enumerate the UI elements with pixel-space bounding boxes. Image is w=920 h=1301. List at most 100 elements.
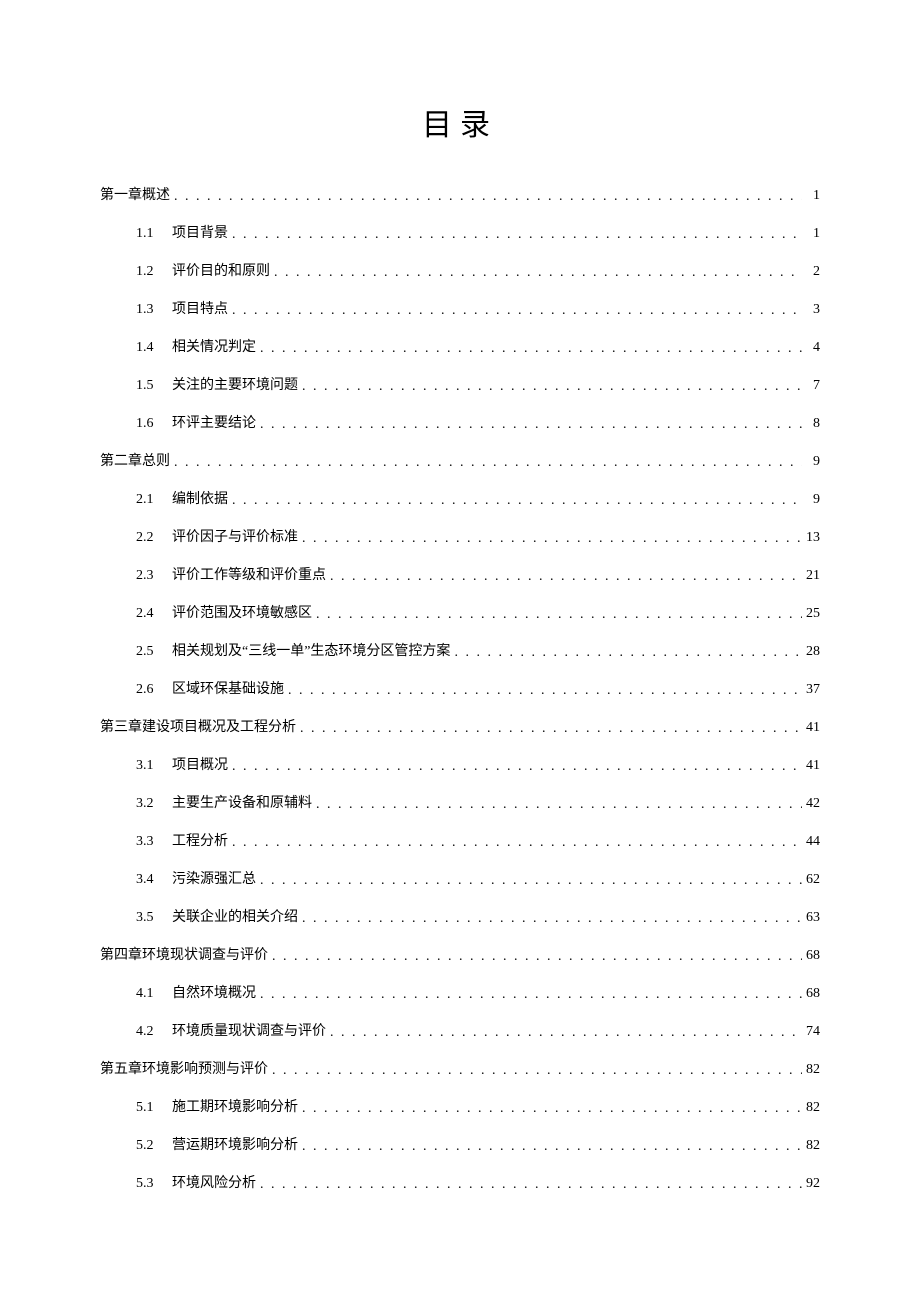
toc-page-number: 9 — [802, 492, 820, 508]
toc-section-entry: 5.2营运期环境影响分析82 — [100, 1134, 820, 1154]
toc-section-text: 相关情况判定 — [172, 336, 256, 356]
toc-section-entry: 2.2 评价因子与评价标准 13 — [100, 526, 820, 546]
toc-page-number: 2 — [802, 264, 820, 280]
toc-section-entry: 1.4 相关情况判定 4 — [100, 336, 820, 356]
toc-chapter-label: 第四章环境现状调查与评价 — [100, 944, 268, 964]
toc-leader-dots — [228, 759, 802, 775]
toc-section-text: 关联企业的相关介绍 — [172, 906, 298, 926]
toc-section-number: 1.4 — [136, 340, 158, 356]
toc-leader-dots — [298, 1101, 802, 1117]
toc-section-text: 编制依据 — [172, 488, 228, 508]
toc-chapter-label: 第一章概述 — [100, 184, 170, 204]
toc-leader-dots — [256, 341, 802, 357]
toc-section-text: 评价工作等级和评价重点 — [172, 564, 326, 584]
toc-section-entry: 2.1 编制依据 9 — [100, 488, 820, 508]
toc-section-number: 4.1 — [136, 986, 158, 1002]
toc-section-number: 5.3 — [136, 1176, 158, 1192]
toc-section-number: 2.1 — [136, 492, 158, 508]
toc-page-number: 92 — [802, 1176, 820, 1192]
toc-section-text: 区域环保基础设施 — [172, 678, 284, 698]
toc-leader-dots — [228, 493, 802, 509]
toc-section-text: 环境质量现状调查与评价 — [172, 1020, 326, 1040]
toc-section-entry: 3.5关联企业的相关介绍63 — [100, 906, 820, 926]
toc-leader-dots — [170, 455, 802, 471]
toc-leader-dots — [228, 835, 802, 851]
toc-leader-dots — [256, 873, 802, 889]
toc-section-text: 主要生产设备和原辅料 — [172, 792, 312, 812]
toc-section-entry: 2.3 评价工作等级和评价重点 21 — [100, 564, 820, 584]
toc-page-number: 13 — [802, 530, 820, 546]
toc-section-number: 5.2 — [136, 1138, 158, 1154]
toc-section-entry: 1.3项目特点3 — [100, 298, 820, 318]
toc-section-entry: 1.2评价目的和原则2 — [100, 260, 820, 280]
toc-section-number: 2.2 — [136, 530, 158, 546]
toc-leader-dots — [256, 1177, 802, 1193]
toc-page-number: 68 — [802, 986, 820, 1002]
toc-section-text: 项目概况 — [172, 754, 228, 774]
toc-section-number: 1.3 — [136, 302, 158, 318]
toc-page-number: 4 — [802, 340, 820, 356]
toc-section-entry: 5.3 环境风险分析 92 — [100, 1172, 820, 1192]
toc-chapter-entry: 第三章建设项目概况及工程分析41 — [100, 716, 820, 736]
toc-section-number: 3.3 — [136, 834, 158, 850]
toc-leader-dots — [312, 607, 802, 623]
toc-section-entry: 2.4 评价范围及环境敏感区 25 — [100, 602, 820, 622]
toc-section-text: 项目特点 — [172, 298, 228, 318]
toc-leader-dots — [298, 531, 802, 547]
toc-section-entry: 3.4污染源强汇总62 — [100, 868, 820, 888]
toc-section-text: 工程分析 — [172, 830, 228, 850]
toc-section-text: 项目背景 — [172, 222, 228, 242]
toc-section-number: 4.2 — [136, 1024, 158, 1040]
toc-page-number: 1 — [802, 226, 820, 242]
toc-leader-dots — [298, 379, 802, 395]
toc-section-number: 1.2 — [136, 264, 158, 280]
toc-page-number: 42 — [802, 796, 820, 812]
toc-section-text: 自然环境概况 — [172, 982, 256, 1002]
toc-page-number: 41 — [802, 758, 820, 774]
toc-leader-dots — [326, 569, 802, 585]
toc-section-number: 2.6 — [136, 682, 158, 698]
toc-section-text: 环境风险分析 — [172, 1172, 256, 1192]
toc-title: 目录 — [100, 100, 820, 144]
toc-section-text: 环评主要结论 — [172, 412, 256, 432]
toc-leader-dots — [170, 189, 802, 205]
toc-section-text: 关注的主要环境问题 — [172, 374, 298, 394]
toc-page-number: 62 — [802, 872, 820, 888]
toc-section-number: 1.1 — [136, 226, 158, 242]
toc-page-number: 68 — [802, 948, 820, 964]
toc-section-number: 3.2 — [136, 796, 158, 812]
toc-section-entry: 1.5关注的主要环境问题7 — [100, 374, 820, 394]
toc-page-number: 41 — [802, 720, 820, 736]
toc-leader-dots — [298, 911, 802, 927]
toc-leader-dots — [268, 949, 802, 965]
toc-page-number: 74 — [802, 1024, 820, 1040]
toc-section-entry: 3.1 项目概况 41 — [100, 754, 820, 774]
toc-section-number: 2.3 — [136, 568, 158, 584]
toc-leader-dots — [270, 265, 802, 281]
toc-section-entry: 3.2 主要生产设备和原辅料 42 — [100, 792, 820, 812]
toc-leader-dots — [256, 987, 802, 1003]
toc-page-number: 25 — [802, 606, 820, 622]
toc-section-number: 2.4 — [136, 606, 158, 622]
toc-page-number: 82 — [802, 1062, 820, 1078]
toc-section-text: 评价因子与评价标准 — [172, 526, 298, 546]
toc-section-number: 3.4 — [136, 872, 158, 888]
toc-section-number: 3.1 — [136, 758, 158, 774]
toc-page-number: 9 — [802, 454, 820, 470]
toc-page-number: 8 — [802, 416, 820, 432]
toc-page-number: 21 — [802, 568, 820, 584]
toc-section-text: 评价范围及环境敏感区 — [172, 602, 312, 622]
toc-section-entry: 2.6区域环保基础设施37 — [100, 678, 820, 698]
toc-chapter-entry: 第二章总则9 — [100, 450, 820, 470]
toc-page-number: 28 — [802, 644, 820, 660]
toc-page-number: 82 — [802, 1100, 820, 1116]
toc-section-entry: 1.1 项目背景 1 — [100, 222, 820, 242]
toc-section-text: 施工期环境影响分析 — [172, 1096, 298, 1116]
toc-section-number: 3.5 — [136, 910, 158, 926]
toc-leader-dots — [326, 1025, 802, 1041]
toc-section-number: 5.1 — [136, 1100, 158, 1116]
toc-chapter-entry: 第四章环境现状调查与评价 68 — [100, 944, 820, 964]
toc-section-entry: 1.6环评主要结论8 — [100, 412, 820, 432]
toc-leader-dots — [268, 1063, 802, 1079]
toc-leader-dots — [296, 721, 802, 737]
